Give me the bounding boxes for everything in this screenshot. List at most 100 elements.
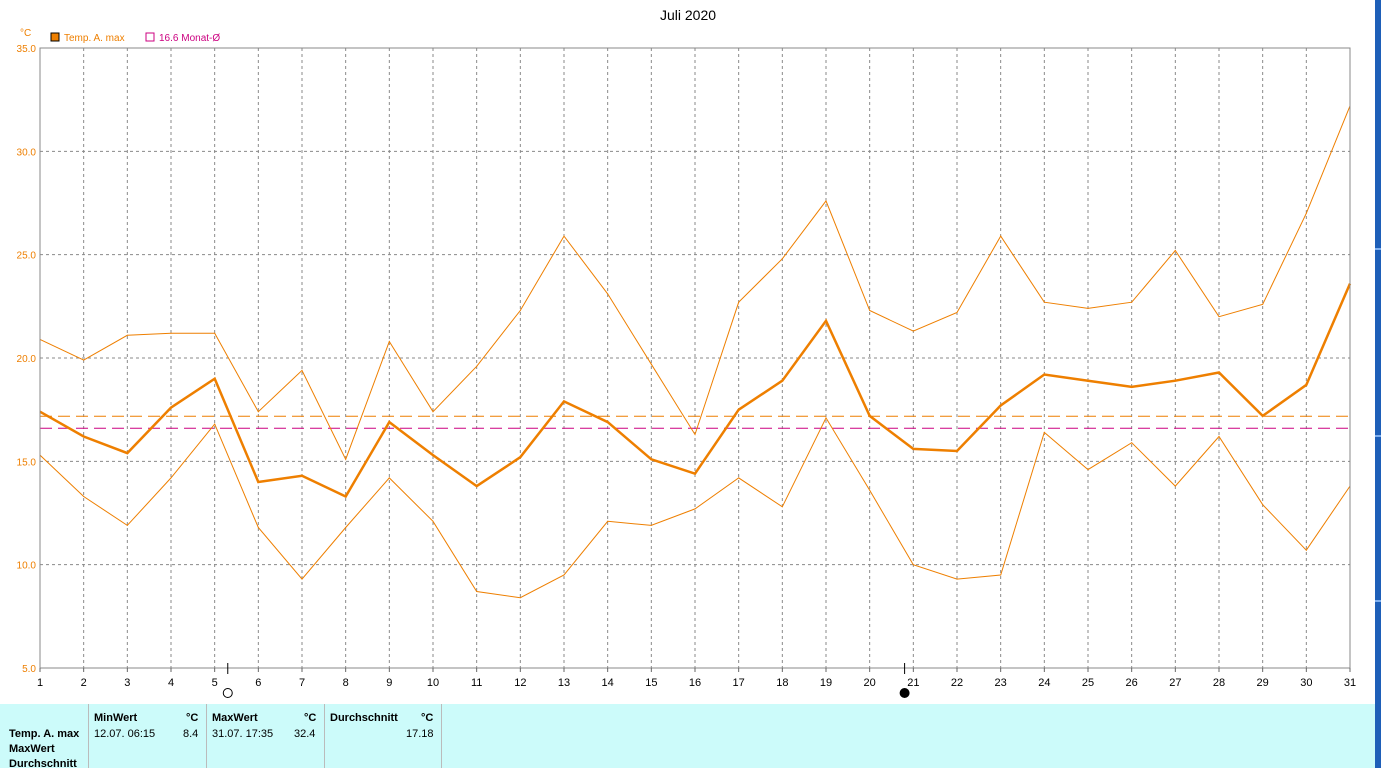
data-point-mean (1087, 380, 1089, 382)
x-tick-label: 3 (124, 677, 130, 689)
stats-row-label-temp: Temp. A. max (9, 728, 80, 740)
x-tick-label: 28 (1213, 677, 1225, 689)
stats-row-label-max: MaxWert (9, 743, 55, 755)
data-point-mean (345, 495, 347, 497)
desktop-edge-highlight (1375, 248, 1381, 250)
x-tick-label: 27 (1169, 677, 1181, 689)
x-tick-label: 13 (558, 677, 570, 689)
data-point-max (563, 235, 565, 237)
y-tick-label: 15.0 (17, 457, 37, 468)
max-date: 31.07. 17:35 (212, 728, 274, 740)
legend-label-monthly-average: 16.6 Monat-Ø (159, 33, 220, 44)
data-point-min (869, 489, 871, 491)
x-tick-label: 26 (1126, 677, 1138, 689)
x-tick-label: 4 (168, 677, 174, 689)
data-point-max (738, 301, 740, 303)
stats-separator (441, 704, 442, 768)
desktop-edge-highlight (1375, 435, 1381, 437)
x-tick-label: 10 (427, 677, 439, 689)
stats-separator (206, 704, 207, 768)
y-tick-label: 20.0 (17, 354, 37, 365)
data-point-max (83, 359, 85, 361)
data-point-min (825, 417, 827, 419)
axes: 1 2 3 4 5 6 7 8 9 10 11 12 13 14 15 16 17 18 19 20 21 22 23 24 2… (17, 44, 1357, 689)
y-tick-label: 5.0 (22, 664, 36, 675)
data-point-min (1087, 469, 1089, 471)
data-point-min (257, 526, 259, 528)
max-header: MaxWert (212, 712, 258, 724)
data-point-mean (912, 448, 914, 450)
data-point-mean (126, 452, 128, 454)
data-point-max (301, 369, 303, 371)
x-tick-label: 8 (343, 677, 349, 689)
x-tick-label: 12 (514, 677, 526, 689)
y-tick-label: 30.0 (17, 147, 37, 158)
data-point-mean (869, 415, 871, 417)
chart-title: Juli 2020 (660, 7, 716, 23)
data-point-min (1043, 431, 1045, 433)
x-tick-label: 17 (733, 677, 745, 689)
x-tick-label: 29 (1257, 677, 1269, 689)
data-point-mean (738, 409, 740, 411)
desktop-edge (1375, 0, 1381, 768)
data-point-mean (563, 400, 565, 402)
data-point-min (519, 597, 521, 599)
x-tick-label: 21 (907, 677, 919, 689)
data-point-max (1218, 316, 1220, 318)
x-tick-label: 25 (1082, 677, 1094, 689)
data-point-min (301, 578, 303, 580)
min-date: 12.07. 06:15 (94, 728, 156, 740)
data-point-max (214, 332, 216, 334)
data-point-max (1305, 212, 1307, 214)
data-point-mean (956, 450, 958, 452)
reference-lines (40, 415, 1350, 429)
x-tick-label: 18 (776, 677, 788, 689)
data-point-mean (1000, 405, 1002, 407)
data-point-min (214, 423, 216, 425)
data-point-mean (1174, 380, 1176, 382)
stats-separator (88, 704, 89, 768)
data-point-max (869, 309, 871, 311)
x-tick-label: 11 (471, 677, 482, 689)
x-tick-label: 20 (864, 677, 876, 689)
data-point-min (563, 574, 565, 576)
full-moon-icon (222, 688, 233, 698)
data-point-max (1174, 250, 1176, 252)
x-tick-label: 14 (602, 677, 614, 689)
x-tick-label: 30 (1300, 677, 1312, 689)
data-point-min (694, 508, 696, 510)
data-point-max (432, 411, 434, 413)
legend-swatch-monthly-average (145, 32, 155, 42)
data-point-min (1174, 485, 1176, 487)
data-point-max (170, 332, 172, 334)
x-tick-label: 16 (689, 677, 701, 689)
data-point-min (1262, 504, 1264, 506)
statistics-table: Temp. A. max MaxWert Durchschnitt MinWer… (0, 704, 1375, 768)
average-unit: °C (421, 712, 434, 724)
average-value: 17.18 (406, 728, 434, 740)
x-tick-label: 23 (995, 677, 1007, 689)
data-point-max (825, 200, 827, 202)
data-point-max (694, 433, 696, 435)
data-point-mean (1131, 386, 1133, 388)
x-tick-label: 15 (645, 677, 657, 689)
data-point-max (650, 363, 652, 365)
data-point-mean (825, 320, 827, 322)
data-point-max (1262, 303, 1264, 305)
x-tick-label: 6 (255, 677, 261, 689)
average-header: Durchschnitt (330, 712, 398, 724)
data-point-max (1087, 307, 1089, 309)
data-point-mean (257, 481, 259, 483)
data-point-mean (1262, 415, 1264, 417)
data-point-min (912, 564, 914, 566)
data-point-max (912, 330, 914, 332)
y-axis-unit: °C (20, 28, 31, 39)
x-tick-label: 5 (212, 677, 218, 689)
data-point-mean (781, 380, 783, 382)
min-value: 8.4 (183, 728, 199, 740)
data-point-min (345, 526, 347, 528)
min-header: MinWert (94, 712, 138, 724)
data-point-min (1131, 442, 1133, 444)
data-point-mean (1218, 371, 1220, 373)
data-point-min (476, 591, 478, 593)
